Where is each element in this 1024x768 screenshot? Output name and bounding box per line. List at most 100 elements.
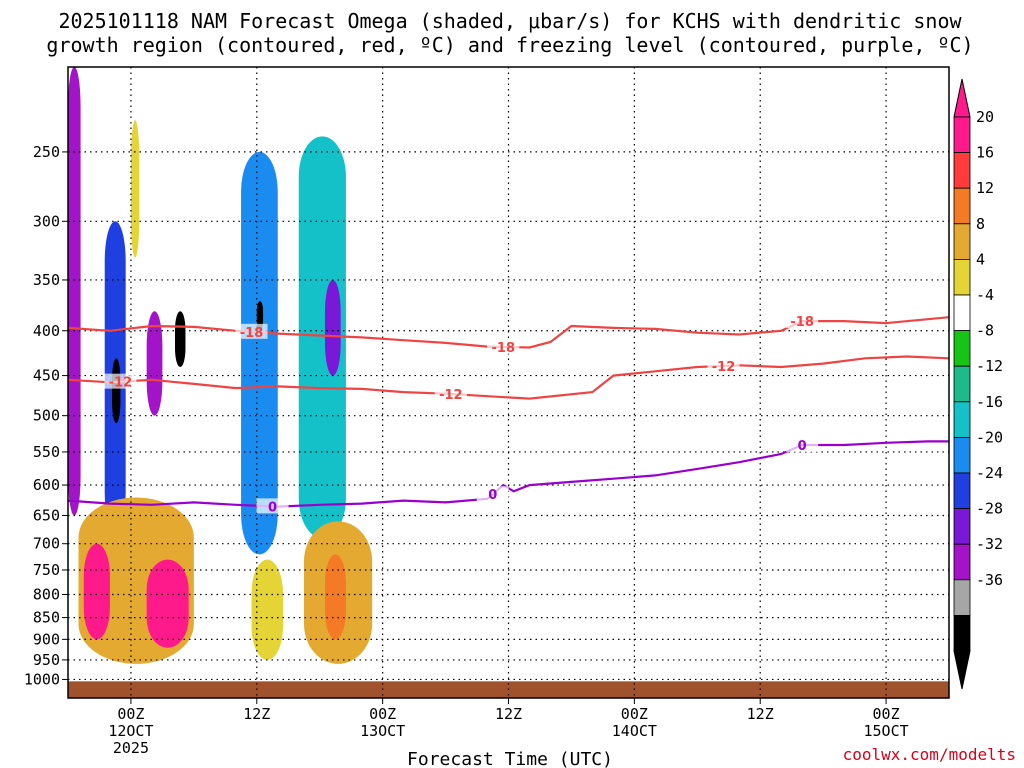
omega-region-5 — [174, 311, 186, 368]
colorbar: 20 16 12 8 4 -4 -8 -12 -16 -20 -24 -28 -32 -36 — [953, 78, 1003, 690]
colorbar-label-2: 12 — [976, 179, 994, 197]
x-tick-label-42-1: 12Z — [495, 705, 522, 723]
omega-region-9 — [324, 279, 341, 376]
colorbar-swatch-11 — [953, 508, 971, 545]
colorbar-label-0: 20 — [976, 108, 994, 126]
colorbar-label-1: 16 — [976, 144, 994, 162]
colorbar-swatch-12 — [953, 543, 971, 581]
colorbar-swatch-0 — [953, 116, 971, 153]
y-tick-label-500: 500 — [33, 407, 60, 425]
contour-label--18-0: -18 — [240, 326, 264, 341]
x-tick-label-66-1: 12Z — [747, 705, 774, 723]
contour-label-bg--12-1 — [434, 386, 467, 402]
colorbar-label-6: -8 — [976, 322, 994, 340]
colorbar-swatch-2 — [953, 187, 971, 225]
contour-label-bg--18-0 — [235, 323, 268, 339]
x-tick-label-78-2: 15OCT — [863, 722, 908, 740]
contour-label-bg-0-1 — [476, 486, 509, 502]
y-tick-label-600: 600 — [33, 476, 60, 494]
colorbar-swatch-14 — [953, 615, 971, 652]
y-tick-label-450: 450 — [33, 367, 60, 385]
chart-title-line2: growth region (contoured, red, ºC) and f… — [46, 33, 973, 57]
contour-label-bg--12-2 — [707, 357, 740, 373]
colorbar-swatch-9 — [953, 436, 971, 474]
omega-region-3 — [130, 120, 140, 258]
omega-region-4 — [146, 311, 163, 416]
x-tick-label-30-1: 00Z — [369, 705, 396, 723]
colorbar-label-11: -28 — [976, 500, 1003, 518]
x-tick-label-6-2: 12OCT — [108, 722, 153, 740]
colorbar-label-9: -20 — [976, 428, 1003, 446]
x-tick-label-6-1: 00Z — [117, 705, 144, 723]
colorbar-swatch-6 — [953, 330, 971, 367]
contour-label-0-2: 0 — [798, 439, 807, 454]
omega-region-8 — [298, 136, 346, 539]
omega-region-0 — [68, 67, 81, 516]
contour-label-bg--12-0 — [104, 373, 137, 389]
y-tick-label-850: 850 — [33, 609, 60, 627]
omega-region-7 — [256, 301, 264, 331]
colorbar-swatch-13 — [953, 579, 971, 616]
colorbar-bottom-arrow — [953, 650, 971, 690]
contour-label-bg-0-2 — [786, 436, 819, 452]
y-axis-ticks: 250 300 350 400 450 500 550 600 650 700 750 800 850 9… — [24, 143, 68, 688]
y-tick-label-900: 900 — [33, 630, 60, 648]
colorbar-swatch-5 — [953, 294, 971, 331]
colorbar-label-7: -12 — [976, 357, 1003, 375]
colorbar-label-4: 4 — [976, 250, 985, 268]
colorbar-top-arrow — [953, 78, 971, 118]
omega-region-13 — [251, 559, 284, 660]
contour-label--12-2: -12 — [712, 360, 736, 375]
colorbar-swatch-3 — [953, 223, 971, 260]
omega-region-6 — [241, 151, 278, 555]
contour-line--12 — [68, 355, 949, 400]
contour-label-bg--18-1 — [487, 338, 520, 354]
omega-region-12 — [146, 559, 189, 648]
y-tick-label-550: 550 — [33, 443, 60, 461]
x-tick-label-30-2: 13OCT — [360, 722, 405, 740]
contour-label--18-2: -18 — [790, 315, 814, 330]
y-tick-label-250: 250 — [33, 143, 60, 161]
contour-label--12-1: -12 — [439, 388, 463, 403]
credit-text: coolwx.com/modelts — [843, 745, 1016, 764]
x-tick-label-54-2: 14OCT — [612, 722, 657, 740]
colorbar-swatch-1 — [953, 152, 971, 189]
colorbar-label-13: -36 — [976, 571, 1003, 589]
colorbar-label-5: -4 — [976, 286, 994, 304]
x-tick-label-6-3: 2025 — [113, 739, 149, 757]
colorbar-swatch-4 — [953, 258, 971, 296]
omega-region-2 — [112, 358, 121, 424]
colorbar-swatch-7 — [953, 365, 971, 403]
y-tick-label-400: 400 — [33, 322, 60, 340]
y-tick-label-800: 800 — [33, 586, 60, 604]
chart-title-line1: 2025101118 NAM Forecast Omega (shaded, μ… — [58, 9, 962, 33]
grid-lines — [68, 67, 949, 698]
colorbar-label-3: 8 — [976, 215, 985, 233]
contour-label-bg--18-2 — [786, 313, 819, 329]
omega-region-11 — [83, 543, 110, 640]
y-tick-label-950: 950 — [33, 651, 60, 669]
colorbar-swatch-10 — [953, 472, 971, 509]
x-tick-label-78-1: 00Z — [873, 705, 900, 723]
colorbar-swatch-8 — [953, 401, 971, 438]
omega-region-15 — [324, 554, 346, 640]
colorbar-label-8: -16 — [976, 393, 1003, 411]
x-tick-label-54-1: 00Z — [621, 705, 648, 723]
contour-lines: -18 -18 -18 -12 -12 -12 0 0 0 — [68, 313, 949, 515]
y-tick-label-650: 650 — [33, 507, 60, 525]
y-tick-label-350: 350 — [33, 271, 60, 289]
contour-label--12-0: -12 — [109, 376, 133, 391]
y-tick-label-700: 700 — [33, 535, 60, 553]
contour-label-bg-0-0 — [256, 498, 289, 514]
omega-shading-layer — [68, 67, 373, 664]
x-axis-label: Forecast Time (UTC) — [407, 749, 613, 768]
y-tick-label-1000: 1000 — [24, 670, 60, 688]
contour-label-0-0: 0 — [268, 500, 277, 515]
y-tick-label-750: 750 — [33, 561, 60, 579]
colorbar-label-12: -32 — [976, 535, 1003, 553]
y-tick-label-300: 300 — [33, 212, 60, 230]
x-tick-label-18-1: 12Z — [243, 705, 270, 723]
contour-label-0-1: 0 — [488, 488, 497, 503]
